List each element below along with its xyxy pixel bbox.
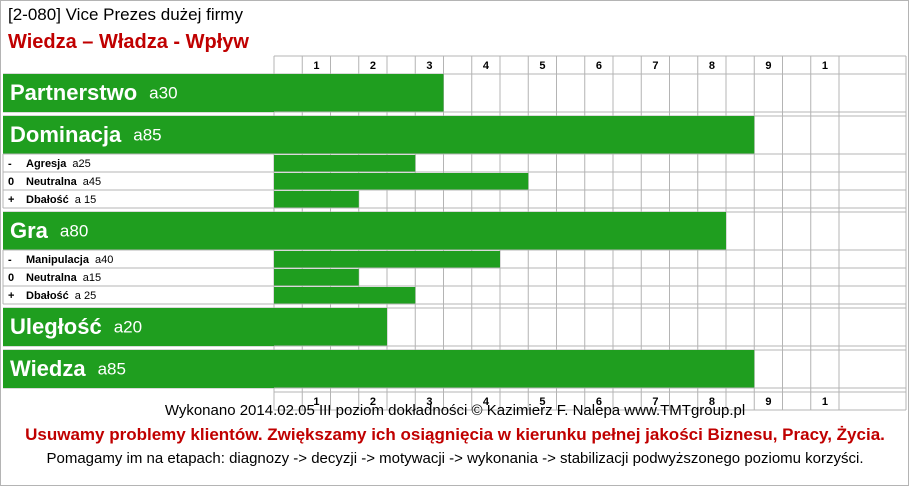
- category-label-dominacja: Dominacja: [10, 122, 122, 147]
- bar-dbalosc2: [274, 287, 416, 304]
- category-code-uleglosc: a20: [114, 317, 142, 336]
- x-tick-label: 4: [483, 396, 490, 408]
- x-tick-label: 5: [539, 60, 545, 72]
- x-tick-label: 7: [652, 396, 658, 408]
- x-tick-label: 9: [765, 60, 771, 72]
- x-tick-label: 1: [822, 396, 828, 408]
- category-sign-manipulacja: -: [8, 254, 12, 266]
- x-tick-label: 2: [370, 60, 376, 72]
- x-tick-label: 1: [313, 396, 319, 408]
- category-label-neutralna1: Neutralna: [26, 176, 78, 188]
- bar-wiedza: [3, 350, 755, 388]
- bar-neutralna2: [274, 269, 359, 286]
- category-sign-dbalosc2: +: [8, 290, 14, 302]
- category-sign-neutralna2: 0: [8, 272, 14, 284]
- x-tick-label: 1: [313, 60, 319, 72]
- x-tick-label: 2: [370, 396, 376, 408]
- chart-code-heading: [2-080] Vice Prezes dużej firmy: [8, 5, 243, 24]
- category-code-manipulacja: a40: [95, 254, 113, 266]
- bar-dbalosc1: [274, 191, 359, 208]
- x-tick-label: 4: [483, 60, 490, 72]
- category-label-uleglosc: Uległość: [10, 314, 102, 339]
- x-tick-label: 1: [822, 60, 828, 72]
- category-sign-neutralna1: 0: [8, 176, 14, 188]
- category-label-dbalosc2: Dbałość: [26, 290, 69, 302]
- category-label-agresja: Agresja: [26, 158, 67, 170]
- x-tick-label: 6: [596, 60, 602, 72]
- bar-neutralna1: [274, 173, 529, 190]
- category-label-gra: Gra: [10, 218, 49, 243]
- bar-partnerstwo: [3, 74, 444, 112]
- category-code-neutralna2: a15: [83, 272, 101, 284]
- bar-uleglosc: [3, 308, 387, 346]
- x-tick-label: 3: [426, 60, 432, 72]
- footer-credits: Wykonano 2014.02.05 III poziom dokładnoś…: [164, 402, 746, 419]
- category-code-dbalosc1: a 15: [75, 194, 96, 206]
- x-tick-label: 7: [652, 60, 658, 72]
- x-tick-label: 5: [539, 396, 545, 408]
- category-code-neutralna1: a45: [83, 176, 101, 188]
- bar-gra: [3, 212, 726, 250]
- category-label-manipulacja: Manipulacja: [26, 254, 90, 266]
- category-code-wiedza: a85: [98, 359, 126, 378]
- category-code-partnerstwo: a30: [149, 83, 177, 102]
- x-tick-label: 8: [709, 60, 715, 72]
- footer-stages: Pomagamy im na etapach: diagnozy -> decy…: [46, 450, 864, 467]
- category-code-dominacja: a85: [133, 125, 161, 144]
- x-tick-label: 9: [765, 396, 771, 408]
- x-tick-label: 6: [596, 396, 602, 408]
- bar-agresja: [274, 155, 416, 172]
- category-label-wiedza: Wiedza: [10, 356, 86, 381]
- category-sign-dbalosc1: +: [8, 194, 14, 206]
- bar-manipulacja: [274, 251, 500, 268]
- footer-slogan: Usuwamy problemy klientów. Zwiększamy ic…: [25, 425, 885, 444]
- bar-dominacja: [3, 116, 755, 154]
- chart-title: Wiedza – Władza - Wpływ: [8, 31, 249, 53]
- category-sign-agresja: -: [8, 158, 12, 170]
- x-tick-label: 3: [426, 396, 432, 408]
- x-tick-label: 8: [709, 396, 715, 408]
- category-label-neutralna2: Neutralna: [26, 272, 78, 284]
- category-code-gra: a80: [60, 221, 88, 240]
- category-label-dbalosc1: Dbałość: [26, 194, 69, 206]
- category-code-dbalosc2: a 25: [75, 290, 96, 302]
- category-code-agresja: a25: [72, 158, 90, 170]
- category-label-partnerstwo: Partnerstwo: [10, 80, 137, 105]
